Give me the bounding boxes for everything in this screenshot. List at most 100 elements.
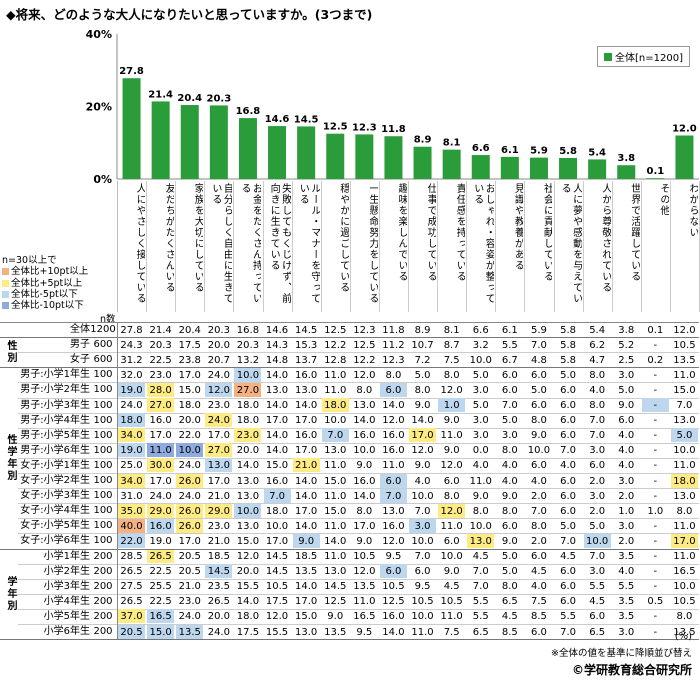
table-cell: 25.5 — [149, 581, 172, 593]
legend-label: 全体[n=1200] — [615, 53, 683, 64]
table-cell: 3.0 — [618, 475, 635, 487]
y-tick-label: 40% — [86, 28, 112, 41]
table-cell: 10.0 — [527, 445, 551, 457]
bar — [326, 133, 345, 179]
row-n-value: 100 — [93, 399, 113, 411]
category-label: 人から尊敬されている — [599, 183, 611, 293]
table-cell: 6.0 — [530, 460, 547, 472]
table-cell: 10.0 — [469, 354, 492, 366]
table-cell: 15.0 — [178, 384, 201, 396]
category-divider — [291, 181, 293, 312]
table-cell: 7.0 — [589, 430, 606, 442]
table-cell: 6.0 — [560, 475, 576, 487]
table-cell: - — [653, 430, 658, 442]
row-separator — [18, 397, 699, 399]
table-cell: 5.8 — [560, 339, 576, 351]
table-cell: 14.0 — [382, 400, 405, 411]
table-cell: 15.0 — [295, 611, 318, 623]
table-cell: 12.0 — [382, 415, 405, 427]
bar-value-label: 5.4 — [588, 147, 606, 158]
note-item: 全体比-5pt以下 — [2, 289, 88, 300]
bar — [238, 118, 257, 179]
row-n-value: 100 — [93, 444, 113, 456]
table-cell: 22.5 — [149, 596, 172, 608]
table-cell: 23.5 — [207, 581, 230, 593]
table-cell: 26.5 — [147, 549, 175, 564]
table-cell: 23.0 — [178, 596, 201, 608]
table-cell: 8.0 — [356, 384, 373, 396]
bar-value-label: 11.8 — [381, 124, 406, 135]
table-cell: 14.0 — [295, 581, 318, 593]
bar-value-label: 5.8 — [559, 146, 577, 157]
table-cell: 10.5 — [440, 596, 463, 608]
table-cell: 12.0 — [440, 384, 463, 396]
table-cell: 5.0 — [589, 520, 606, 532]
row-label: 男子 — [70, 339, 90, 351]
table-cell: 9.5 — [414, 581, 431, 593]
table-cell: 5.5 — [501, 339, 518, 351]
table-cell: 11.2 — [382, 339, 405, 351]
table-cell: 7.0 — [321, 428, 349, 443]
bar — [529, 157, 548, 179]
table-cell: 6.0 — [530, 626, 547, 638]
table-cell: 9.0 — [414, 460, 431, 472]
table-cell: 16.0 — [353, 475, 376, 487]
bar — [355, 134, 374, 179]
table-cell: 13.5 — [324, 626, 347, 638]
table-cell: 21.0 — [292, 458, 320, 473]
table-cell: 15.5 — [236, 581, 260, 593]
bar-value-label: 0.1 — [646, 166, 664, 177]
table-cell: 9.0 — [501, 490, 518, 502]
table-cell: 1.0 — [438, 398, 466, 413]
table-cell: 6.1 — [501, 324, 518, 336]
category-label: 世界で活躍している — [628, 183, 640, 282]
table-cell: 6.0 — [560, 384, 576, 396]
table-cell: 4.0 — [530, 475, 547, 487]
table-cell: 4.5 — [443, 581, 460, 593]
row-n-value: 600 — [93, 339, 113, 351]
table-cell: 14.0 — [411, 415, 434, 427]
table-cell: 9.0 — [356, 460, 373, 472]
table-cell: 17.0 — [207, 475, 230, 487]
table-cell: 10.0 — [234, 503, 262, 518]
table-cell: 7.0 — [560, 626, 576, 638]
bar — [500, 156, 519, 179]
row-n-value: 200 — [93, 595, 113, 607]
category-divider — [175, 181, 177, 312]
table-cell: 6.5 — [472, 626, 489, 638]
table-cell: 21.0 — [178, 581, 201, 593]
table-cell: 6.0 — [501, 520, 518, 532]
table-cell: 7.0 — [414, 551, 431, 562]
table-cell: - — [653, 475, 658, 487]
table-cell: 15.0 — [673, 384, 696, 396]
category-label: 人にやさしく接している — [134, 183, 146, 304]
table-cell: 14.3 — [265, 339, 289, 351]
table-cell: 10.0 — [411, 490, 434, 502]
table-cell: 14.5 — [205, 564, 233, 579]
table-cell: 5.4 — [589, 324, 606, 336]
note-swatch — [2, 279, 9, 287]
table-cell: 8.0 — [472, 505, 489, 517]
table-cell: 11.0 — [382, 460, 405, 472]
table-cell: 8.0 — [356, 505, 373, 517]
table-cell: 10.5 — [382, 581, 405, 593]
table-cell: 8.0 — [589, 400, 606, 411]
table-cell: 27.5 — [120, 581, 143, 593]
row-n-value: 100 — [93, 535, 113, 547]
table-cell: 22.0 — [118, 533, 146, 548]
row-separator — [18, 503, 699, 505]
table-cell: 12.0 — [205, 382, 233, 397]
table-cell: 24.0 — [149, 490, 172, 502]
table-cell: 16.8 — [236, 324, 260, 336]
row-n-value: 100 — [93, 520, 113, 532]
table-cell: 20.3 — [236, 339, 260, 351]
bar — [413, 146, 432, 179]
table-cell: 8.0 — [530, 415, 547, 427]
table-cell: 10.0 — [411, 611, 434, 623]
table-cell: 18.0 — [236, 611, 260, 623]
bar-value-label: 12.3 — [352, 122, 377, 133]
table-cell: 22.5 — [149, 566, 172, 578]
table-cell: 3.5 — [618, 611, 635, 623]
row-n-value: 200 — [93, 610, 113, 622]
table-cell: 8.0 — [530, 520, 547, 532]
